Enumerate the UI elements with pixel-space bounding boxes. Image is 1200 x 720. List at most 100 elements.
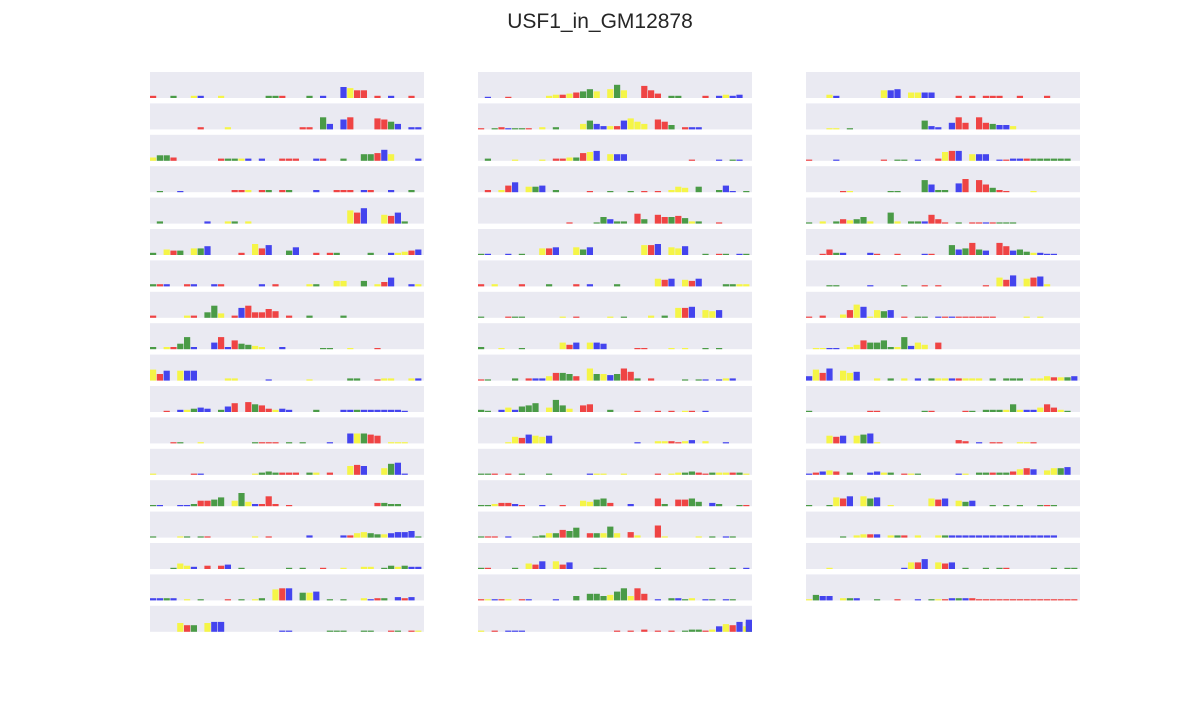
bar-T <box>573 316 580 318</box>
bar-C <box>258 284 265 287</box>
bar-C <box>593 342 600 350</box>
bar-A <box>580 91 587 98</box>
bar-G <box>908 92 915 98</box>
bar-T <box>962 410 969 412</box>
bar-G <box>833 128 840 130</box>
bar-T <box>566 222 573 224</box>
bar-T <box>265 442 272 444</box>
track-background <box>150 543 424 569</box>
bar-G <box>833 497 840 507</box>
bar-A <box>729 599 736 601</box>
bar-G <box>150 157 157 161</box>
bar-T <box>819 315 826 318</box>
bar-T <box>648 90 655 98</box>
bar-T <box>1023 468 1030 475</box>
bar-T <box>833 436 840 444</box>
bar-G <box>218 95 225 98</box>
bar-A <box>982 472 989 475</box>
bar-C <box>177 409 184 412</box>
track-panel <box>150 229 424 255</box>
bar-G <box>177 536 184 538</box>
bar-A <box>914 221 921 224</box>
bar-G <box>716 472 723 475</box>
bar-A <box>525 405 532 412</box>
bar-A <box>914 316 921 318</box>
bar-G <box>641 123 648 130</box>
bar-C <box>593 150 600 161</box>
bar-T <box>218 565 225 569</box>
bar-C <box>840 252 847 255</box>
bar-A <box>668 598 675 601</box>
bar-T <box>716 222 723 224</box>
bar-T <box>258 405 265 412</box>
bar-G <box>512 159 519 161</box>
bar-T <box>880 159 887 161</box>
bar-G <box>702 441 709 444</box>
bar-C <box>388 95 395 98</box>
bar-A <box>948 245 955 255</box>
bar-G <box>860 534 867 538</box>
bar-C <box>736 621 743 632</box>
bar-G <box>607 126 614 130</box>
bar-A <box>360 280 367 287</box>
bar-T <box>286 472 293 475</box>
bar-A <box>887 191 894 193</box>
track-background <box>806 511 1080 538</box>
bar-T <box>702 473 709 475</box>
bar-C <box>484 253 491 255</box>
bar-T <box>812 472 819 475</box>
bar-T <box>279 158 286 161</box>
bar-T <box>532 564 539 569</box>
track-panel <box>806 229 1080 255</box>
bar-T <box>688 410 695 412</box>
bar-C <box>552 247 559 255</box>
bar-G <box>736 284 743 287</box>
bar-T <box>170 250 177 255</box>
bar-T <box>272 284 279 287</box>
bar-G <box>190 248 197 255</box>
bar-T <box>258 248 265 255</box>
track-background <box>806 229 1080 255</box>
bar-T <box>1003 279 1010 287</box>
bar-G <box>184 599 191 601</box>
bar-C <box>709 502 716 507</box>
bar-C <box>313 158 320 161</box>
track-panel <box>150 197 424 224</box>
bar-T <box>969 316 976 318</box>
bar-A <box>360 433 367 444</box>
bar-G <box>252 473 259 475</box>
bar-G <box>532 435 539 444</box>
bar-T <box>388 630 395 632</box>
bar-T <box>976 316 983 318</box>
bar-A <box>252 442 259 444</box>
bar-T <box>204 536 211 538</box>
bar-C <box>408 597 415 601</box>
bar-T <box>218 337 225 350</box>
bar-C <box>955 473 962 475</box>
bar-T <box>1050 599 1057 601</box>
track-panel <box>478 134 752 161</box>
bar-G <box>340 280 347 287</box>
bar-A <box>532 186 539 193</box>
bar-G <box>634 121 641 130</box>
bar-T <box>901 535 908 538</box>
bar-A <box>682 218 689 224</box>
bar-A <box>163 155 170 161</box>
bar-A <box>722 253 729 255</box>
bar-A <box>887 472 894 475</box>
bar-T <box>874 253 881 255</box>
bar-G <box>1023 316 1030 318</box>
bar-A <box>695 186 702 193</box>
bar-C <box>326 442 333 444</box>
bar-T <box>989 316 996 318</box>
bar-G <box>306 379 313 381</box>
bar-C <box>224 347 231 350</box>
bar-C <box>826 348 833 350</box>
bar-A <box>729 159 736 161</box>
bar-G <box>860 496 867 507</box>
bar-T <box>374 502 381 507</box>
bar-C <box>928 92 935 98</box>
bar-T <box>688 280 695 287</box>
bar-C <box>702 410 709 412</box>
bar-C <box>1016 535 1023 538</box>
